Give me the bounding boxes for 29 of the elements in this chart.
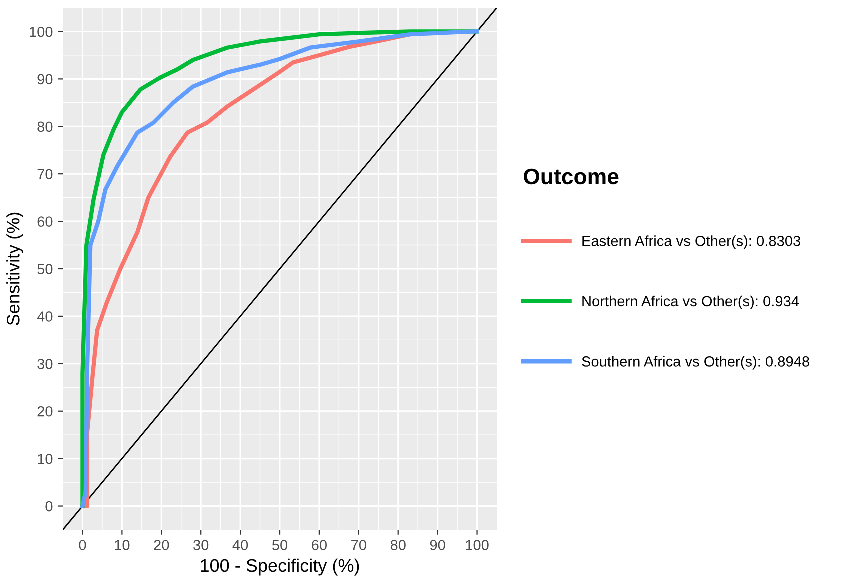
x-tick-label: 100 — [466, 540, 489, 550]
legend-label: Northern Africa vs Other(s): 0.934 — [582, 296, 800, 310]
y-tick-label: 90 — [38, 74, 53, 85]
x-tick-label: 80 — [390, 540, 406, 550]
y-tick-label: 0 — [46, 501, 53, 512]
x-tick-label: 40 — [232, 540, 248, 550]
y-tick-label: 80 — [38, 122, 53, 132]
line-series — [80, 30, 480, 508]
legend-label: Southern Africa vs Other(s): 0.8948 — [582, 356, 810, 370]
legend-label: Eastern Africa vs Other(s): 0.8303 — [582, 236, 800, 250]
x-tick-label: 0 — [79, 540, 86, 550]
y-tick-label: 30 — [38, 359, 53, 370]
legend-title: Outcome — [524, 168, 619, 185]
y-tick-label: 60 — [38, 216, 53, 227]
y-tick-label: 40 — [37, 312, 53, 322]
x-tick-label: 20 — [154, 540, 170, 550]
y-tick-label: 10 — [38, 454, 53, 464]
x-tick-label: 60 — [312, 540, 327, 550]
y-tick-label: 20 — [38, 406, 53, 417]
x-tick-label: 10 — [115, 540, 130, 550]
x-tick-label: 50 — [272, 540, 288, 550]
y-tick-label: 50 — [38, 264, 53, 274]
x-tick-label: 70 — [352, 540, 366, 550]
y-tick-label: 70 — [38, 169, 53, 180]
x-tick-label: 30 — [194, 540, 209, 550]
x-axis-title: 100 - Specificity (%) — [201, 558, 360, 576]
y-axis-title: Sensitivity (%) — [6, 212, 24, 326]
x-tick-label: 90 — [430, 540, 446, 550]
y-tick-label: 100 — [30, 26, 53, 38]
